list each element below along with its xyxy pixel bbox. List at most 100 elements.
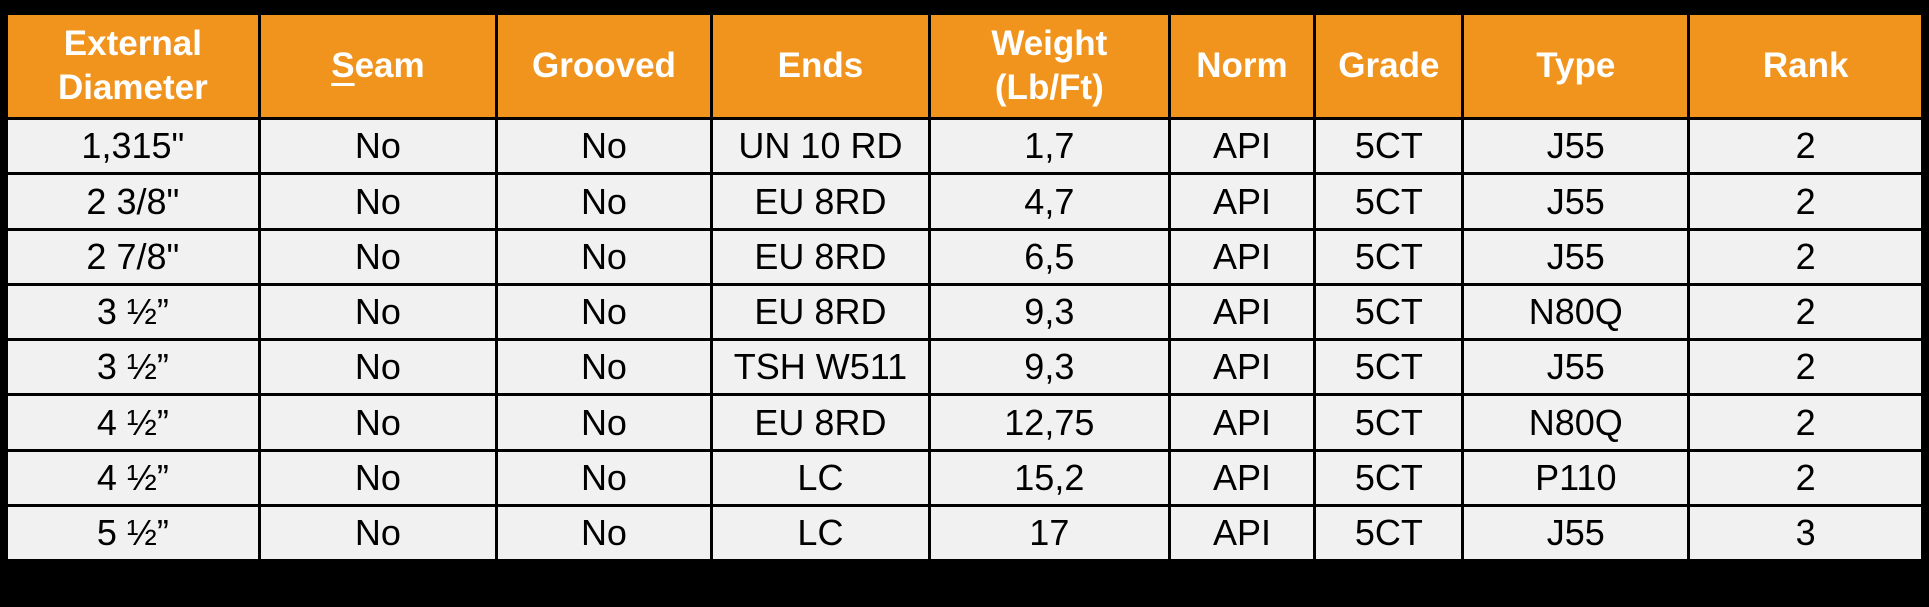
header-cell-ends: Ends (711, 14, 930, 118)
header-label-seam: Seam (261, 44, 495, 88)
cell-seam: No (259, 229, 497, 284)
header-label-rank-line-1: Rank (1762, 46, 1849, 86)
table-row: 5 ½” No No LC 17 API 5CT J55 3 (7, 505, 1922, 560)
underlined-letter: S (331, 46, 355, 86)
cell-grade: 5CT (1315, 284, 1463, 339)
cell-grooved: No (497, 450, 711, 505)
cell-weight-lb-ft: 1,7 (930, 119, 1169, 174)
cell-type: J55 (1463, 174, 1689, 229)
cell-norm: API (1169, 284, 1315, 339)
cell-rank: 2 (1689, 174, 1922, 229)
table-row: 3 ½” No No EU 8RD 9,3 API 5CT N80Q 2 (7, 284, 1922, 339)
cell-type: J55 (1463, 119, 1689, 174)
header-label-grade-line-1: Grade (1338, 46, 1440, 86)
cell-rank: 2 (1689, 119, 1922, 174)
cell-weight-lb-ft: 9,3 (930, 284, 1169, 339)
cell-ends: TSH W511 (711, 340, 930, 395)
cell-external-diameter: 5 ½” (7, 505, 259, 560)
cell-rank: 2 (1689, 229, 1922, 284)
cell-rank: 2 (1689, 395, 1922, 450)
cell-seam: No (259, 340, 497, 395)
header-cell-rank: Rank (1689, 14, 1922, 118)
cell-seam: No (259, 284, 497, 339)
cell-norm: API (1169, 450, 1315, 505)
cell-norm: API (1169, 229, 1315, 284)
cell-weight-lb-ft: 4,7 (930, 174, 1169, 229)
cell-type: N80Q (1463, 395, 1689, 450)
header-label-weight-lb-ft-line-2: (Lb/Ft) (994, 68, 1104, 107)
header-cell-weight-lb-ft: Weight (Lb/Ft) (930, 14, 1169, 118)
cell-grooved: No (497, 395, 711, 450)
cell-norm: API (1169, 505, 1315, 560)
cell-grooved: No (497, 284, 711, 339)
header-cell-grooved: Grooved (497, 14, 711, 118)
table-row: 3 ½” No No TSH W511 9,3 API 5CT J55 2 (7, 340, 1922, 395)
cell-ends: EU 8RD (711, 174, 930, 229)
cell-weight-lb-ft: 6,5 (930, 229, 1169, 284)
cell-grooved: No (497, 229, 711, 284)
header-cell-external-diameter: External Diameter (7, 14, 259, 118)
table-row: 4 ½” No No LC 15,2 API 5CT P110 2 (7, 450, 1922, 505)
table-row: 4 ½” No No EU 8RD 12,75 API 5CT N80Q 2 (7, 395, 1922, 450)
header-label-external-diameter-line-1: External (63, 24, 202, 64)
cell-seam: No (259, 119, 497, 174)
cell-external-diameter: 4 ½” (7, 450, 259, 505)
cell-seam: No (259, 450, 497, 505)
header-label-rest: eam (354, 46, 425, 86)
cell-ends: EU 8RD (711, 229, 930, 284)
header-cell-seam: Seam (259, 14, 497, 118)
cell-seam: No (259, 395, 497, 450)
cell-ends: UN 10 RD (711, 119, 930, 174)
cell-grooved: No (497, 340, 711, 395)
cell-rank: 2 (1689, 340, 1922, 395)
header-label-external-diameter-line-2: Diameter (57, 68, 208, 107)
cell-grade: 5CT (1315, 505, 1463, 560)
cell-rank: 3 (1689, 505, 1922, 560)
cell-external-diameter: 3 ½” (7, 340, 259, 395)
header-label-type-line-1: Type (1536, 46, 1616, 86)
cell-rank: 2 (1689, 284, 1922, 339)
cell-type: J55 (1463, 505, 1689, 560)
header-label-ends-line-1: Ends (777, 46, 864, 86)
cell-norm: API (1169, 340, 1315, 395)
cell-seam: No (259, 174, 497, 229)
cell-weight-lb-ft: 15,2 (930, 450, 1169, 505)
cell-norm: API (1169, 119, 1315, 174)
table-body: 1,315" No No UN 10 RD 1,7 API 5CT J55 2 2 3/8" No N… (7, 119, 1922, 560)
cell-type: N80Q (1463, 284, 1689, 339)
table-row: 1,315" No No UN 10 RD 1,7 API 5CT J55 2 (7, 119, 1922, 174)
cell-ends: LC (711, 450, 930, 505)
cell-norm: API (1169, 174, 1315, 229)
header-row: External Diameter Seam Grooved Ends Weight (Lb… (7, 14, 1922, 118)
cell-grade: 5CT (1315, 229, 1463, 284)
cell-grade: 5CT (1315, 395, 1463, 450)
table-row: 2 7/8" No No EU 8RD 6,5 API 5CT J55 2 (7, 229, 1922, 284)
cell-external-diameter: 2 7/8" (7, 229, 259, 284)
cell-type: P110 (1463, 450, 1689, 505)
cell-grooved: No (497, 119, 711, 174)
cell-weight-lb-ft: 9,3 (930, 340, 1169, 395)
cell-ends: EU 8RD (711, 284, 930, 339)
cell-grade: 5CT (1315, 450, 1463, 505)
header-cell-norm: Norm (1169, 14, 1315, 118)
header-label-weight-lb-ft-line-1: Weight (991, 24, 1108, 64)
pipe-spec-table: External Diameter Seam Grooved Ends Weight (Lb… (4, 11, 1925, 563)
header-label-grooved-line-1: Grooved (532, 46, 676, 86)
cell-external-diameter: 1,315" (7, 119, 259, 174)
cell-external-diameter: 4 ½” (7, 395, 259, 450)
cell-grade: 5CT (1315, 174, 1463, 229)
cell-ends: EU 8RD (711, 395, 930, 450)
cell-weight-lb-ft: 17 (930, 505, 1169, 560)
header-cell-type: Type (1463, 14, 1689, 118)
cell-weight-lb-ft: 12,75 (930, 395, 1169, 450)
cell-type: J55 (1463, 340, 1689, 395)
header-label-norm-line-1: Norm (1196, 46, 1288, 86)
table-header: External Diameter Seam Grooved Ends Weight (Lb… (7, 14, 1922, 118)
cell-type: J55 (1463, 229, 1689, 284)
cell-external-diameter: 3 ½” (7, 284, 259, 339)
cell-ends: LC (711, 505, 930, 560)
cell-grade: 5CT (1315, 119, 1463, 174)
cell-grade: 5CT (1315, 340, 1463, 395)
header-cell-grade: Grade (1315, 14, 1463, 118)
